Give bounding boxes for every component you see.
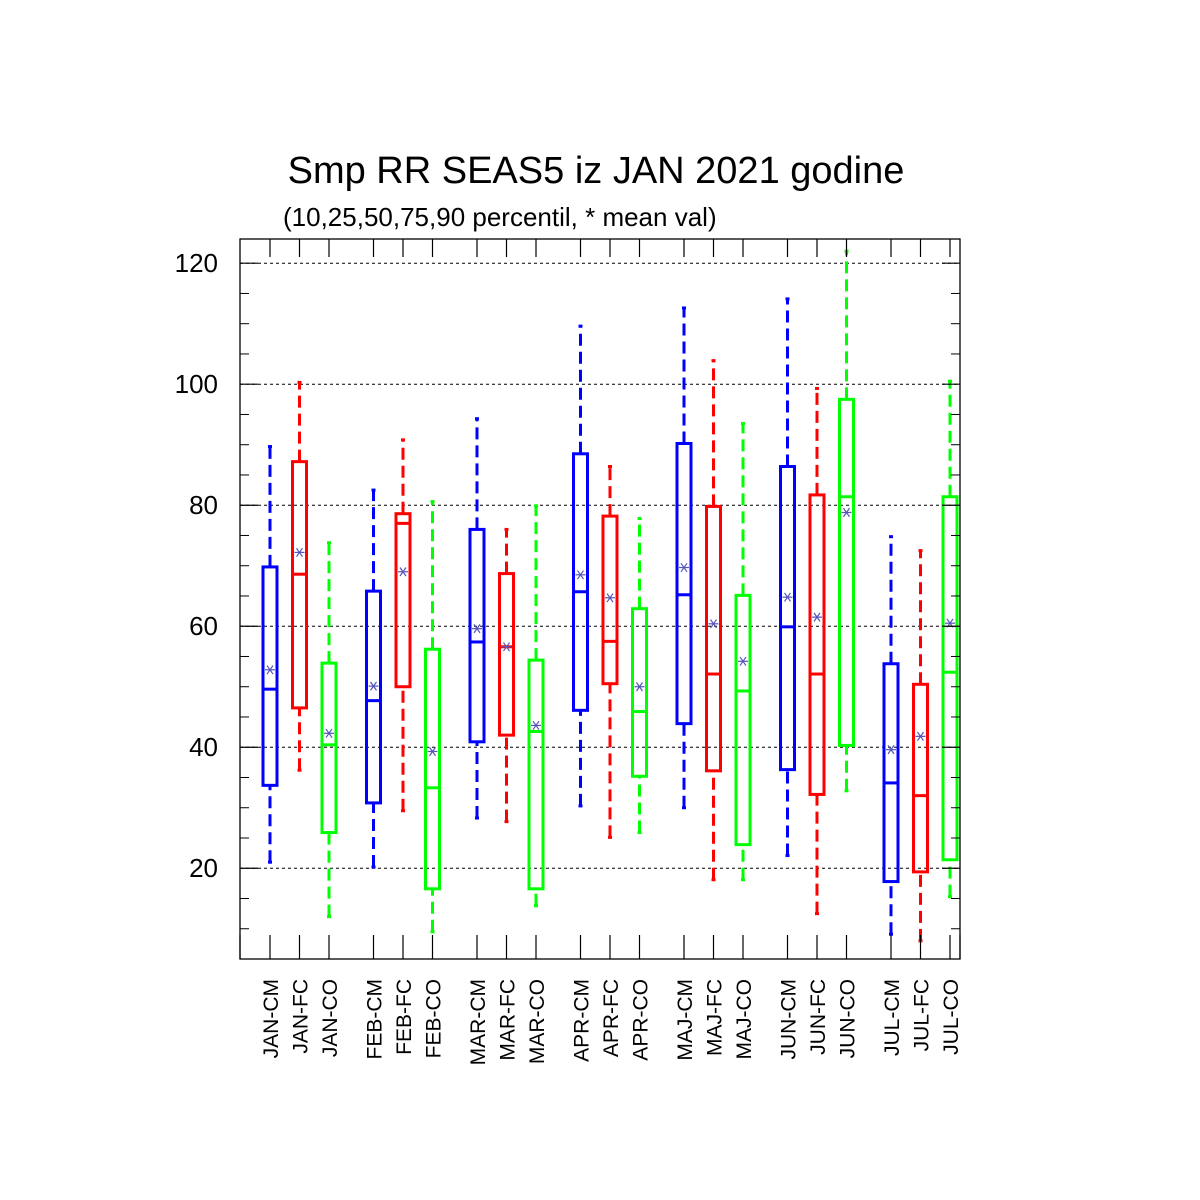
iqr-box: [941, 495, 959, 862]
box-jun-fc: [808, 386, 826, 916]
mean-marker: [841, 507, 852, 518]
y-tick-label: 80: [189, 490, 218, 520]
x-category-label: APR-CO: [630, 979, 653, 1061]
x-category-label: JUL-CM: [881, 979, 904, 1056]
mean-marker: [915, 731, 926, 741]
box-jun-co: [838, 249, 855, 793]
iqr-box: [527, 658, 545, 891]
x-category-label: MAR-FC: [497, 979, 520, 1061]
box-apr-co: [631, 517, 648, 835]
x-category-label: JAN-FC: [290, 979, 313, 1054]
x-category-label: JUN-CM: [778, 979, 801, 1059]
mean-marker: [738, 656, 748, 666]
iqr-box: [394, 512, 412, 689]
x-category-label: JAN-CO: [319, 979, 342, 1057]
axis-layer: 20 40 60 80 100 120 JAN-CM JAN-FC JAN-CO FEB-CM FE…: [175, 239, 963, 1065]
mean-marker: [812, 612, 822, 622]
iqr-box: [572, 452, 589, 712]
mean-marker: [531, 720, 541, 731]
box-apr-cm: [572, 324, 589, 808]
mean-marker: [679, 562, 689, 573]
y-tick-label: 40: [189, 732, 218, 762]
iqr-box: [808, 493, 826, 796]
mean-marker: [472, 624, 482, 634]
y-tick-label: 60: [189, 611, 218, 641]
box-jun-cm: [779, 297, 796, 858]
box-jan-co: [320, 541, 338, 919]
mean-marker: [368, 681, 379, 691]
mean-marker: [501, 642, 512, 652]
y-tick-label: 100: [175, 369, 218, 399]
mean-marker: [427, 746, 438, 757]
x-category-label: JUL-CO: [940, 979, 963, 1055]
iqr-box: [365, 589, 382, 805]
x-category-label: MAJ-CM: [674, 979, 697, 1061]
iqr-box: [261, 565, 279, 787]
plot-frame: [239, 238, 961, 960]
box-layer: [261, 249, 959, 943]
chart-title: Smp RR SEAS5 iz JAN 2021 godine: [287, 150, 905, 192]
x-category-label: JUN-CO: [837, 979, 860, 1058]
chart-subtitle: (10,25,50,75,90 percentil, * mean val): [283, 202, 717, 232]
iqr-box: [320, 661, 338, 835]
x-category-label: JAN-CM: [260, 979, 283, 1058]
x-category-label: FEB-CO: [423, 979, 446, 1058]
mean-marker: [265, 665, 275, 675]
box-jan-cm: [261, 445, 279, 864]
y-tick-label: 20: [189, 853, 218, 883]
mean-marker: [886, 745, 896, 755]
mean-marker: [398, 567, 408, 577]
iqr-box: [498, 572, 515, 737]
mean-marker: [324, 728, 334, 738]
box-feb-co: [424, 500, 441, 934]
box-apr-fc: [601, 464, 619, 839]
box-mar-fc: [498, 527, 515, 824]
x-category-label: MAR-CM: [467, 979, 490, 1065]
x-category-label: MAR-CO: [526, 979, 549, 1064]
mean-marker: [708, 619, 719, 629]
iqr-box: [291, 460, 308, 710]
iqr-box: [734, 593, 752, 847]
iqr-box: [779, 464, 796, 772]
mean-marker: [294, 547, 305, 558]
box-mar-co: [527, 504, 545, 908]
x-category-label: APR-CM: [571, 979, 594, 1062]
x-category-label: MAJ-CO: [733, 979, 756, 1060]
box-maj-fc: [705, 359, 722, 882]
iqr-box: [468, 527, 486, 744]
iqr-box: [601, 514, 619, 686]
mean-marker: [782, 592, 793, 602]
x-category-label: FEB-CM: [364, 979, 387, 1060]
box-feb-cm: [365, 488, 382, 869]
mean-marker: [634, 682, 645, 692]
mean-marker: [575, 570, 586, 580]
iqr-box: [912, 682, 929, 874]
iqr-box: [424, 647, 441, 891]
iqr-box: [675, 442, 693, 726]
box-feb-fc: [394, 438, 412, 813]
iqr-box: [882, 662, 900, 884]
box-jul-co: [941, 379, 959, 899]
box-maj-cm: [675, 306, 693, 810]
box-jan-fc: [291, 380, 308, 772]
x-category-label: APR-FC: [600, 979, 623, 1057]
iqr-box: [631, 607, 648, 778]
x-category-label: JUL-FC: [911, 979, 934, 1051]
box-jul-fc: [912, 549, 929, 943]
y-tick-label: 120: [175, 248, 218, 278]
box-maj-co: [734, 422, 752, 882]
mean-marker: [605, 593, 615, 603]
box-jul-cm: [882, 535, 900, 936]
box-mar-cm: [468, 417, 486, 820]
x-category-label: JUN-FC: [807, 979, 830, 1055]
x-category-label: FEB-FC: [393, 979, 416, 1055]
iqr-box: [705, 504, 722, 773]
iqr-box: [838, 397, 855, 747]
x-category-label: MAJ-FC: [704, 979, 727, 1056]
